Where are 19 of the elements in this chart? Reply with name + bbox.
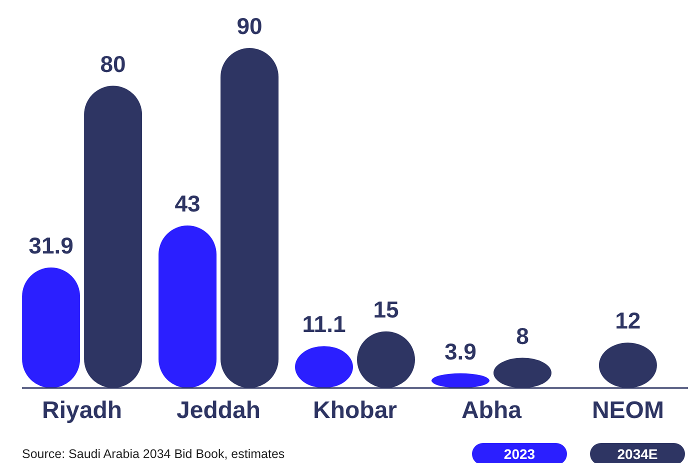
text: 2023: [504, 446, 536, 462]
x-tick-label: NEOM: [592, 397, 664, 424]
data-label: 12: [615, 308, 641, 334]
bar: [158, 226, 217, 388]
data-label: 11.1: [302, 311, 346, 338]
data-label: 8: [516, 322, 530, 349]
data-label: 80: [100, 50, 126, 77]
text: 2034E: [617, 446, 658, 462]
data-label: 3.9: [444, 338, 476, 364]
x-tick-label: Riyadh: [42, 397, 122, 424]
x-tick-label: Khobar: [313, 397, 397, 424]
x-tick-label: Jeddah: [176, 397, 261, 424]
data-label: 15: [373, 296, 399, 322]
data-label: 90: [236, 13, 262, 39]
bar: [22, 267, 80, 388]
data-label: 31.9: [28, 232, 74, 258]
source-note: Source: Saudi Arabia 2034 Bid Book, estimates: [22, 447, 285, 461]
data-label: 43: [174, 190, 200, 217]
x-tick-label: Abha: [461, 397, 522, 424]
